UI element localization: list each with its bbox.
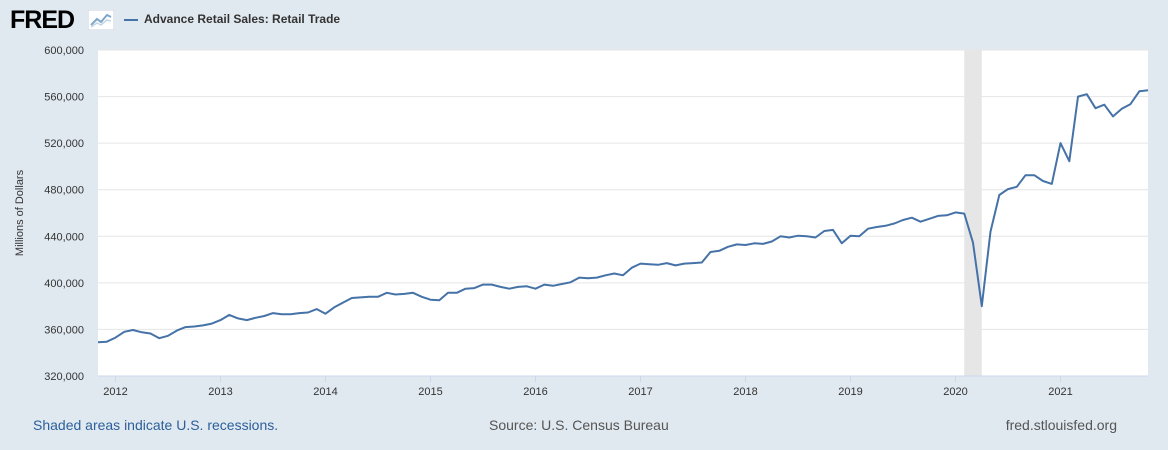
x-tick-label: 2016 [523, 386, 547, 398]
x-tick-label: 2021 [1048, 386, 1072, 398]
y-tick-label: 360,000 [44, 324, 84, 336]
source-note: Source: U.S. Census Bureau [489, 417, 669, 433]
plot-area [98, 50, 1148, 376]
y-tick-label: 400,000 [44, 278, 84, 290]
legend-swatch [124, 19, 138, 21]
y-tick-label: 480,000 [44, 185, 84, 197]
site-link[interactable]: fred.stlouisfed.org [1005, 417, 1117, 433]
recession-band [964, 50, 982, 376]
y-axis-title: Millions of Dollars [14, 169, 26, 256]
y-tick-label: 320,000 [44, 371, 84, 383]
y-tick-label: 560,000 [44, 92, 84, 104]
legend-series-name: Advance Retail Sales: Retail Trade [144, 12, 341, 26]
y-tick-label: 600,000 [44, 45, 84, 57]
fred-logo[interactable]: FRED [10, 6, 75, 34]
x-tick-label: 2019 [838, 386, 862, 398]
chart-header: FRED Advance Retail Sales: Retail Trade [0, 0, 1168, 42]
recession-note: Shaded areas indicate U.S. recessions. [33, 417, 279, 433]
x-tick-label: 2018 [733, 386, 757, 398]
series-line [97, 89, 1149, 344]
y-tick-label: 440,000 [44, 231, 84, 243]
x-tick-label: 2014 [313, 386, 337, 398]
x-tick-label: 2015 [418, 386, 442, 398]
line-chart-icon [88, 10, 114, 30]
x-tick-label: 2013 [208, 386, 232, 398]
x-tick-label: 2020 [943, 386, 967, 398]
x-tick-label: 2012 [103, 386, 127, 398]
y-tick-label: 520,000 [44, 138, 84, 150]
line-chart: 320,000 360,000 400,000 440,000 480,000 520,0… [14, 45, 1149, 398]
x-tick-label: 2017 [628, 386, 652, 398]
